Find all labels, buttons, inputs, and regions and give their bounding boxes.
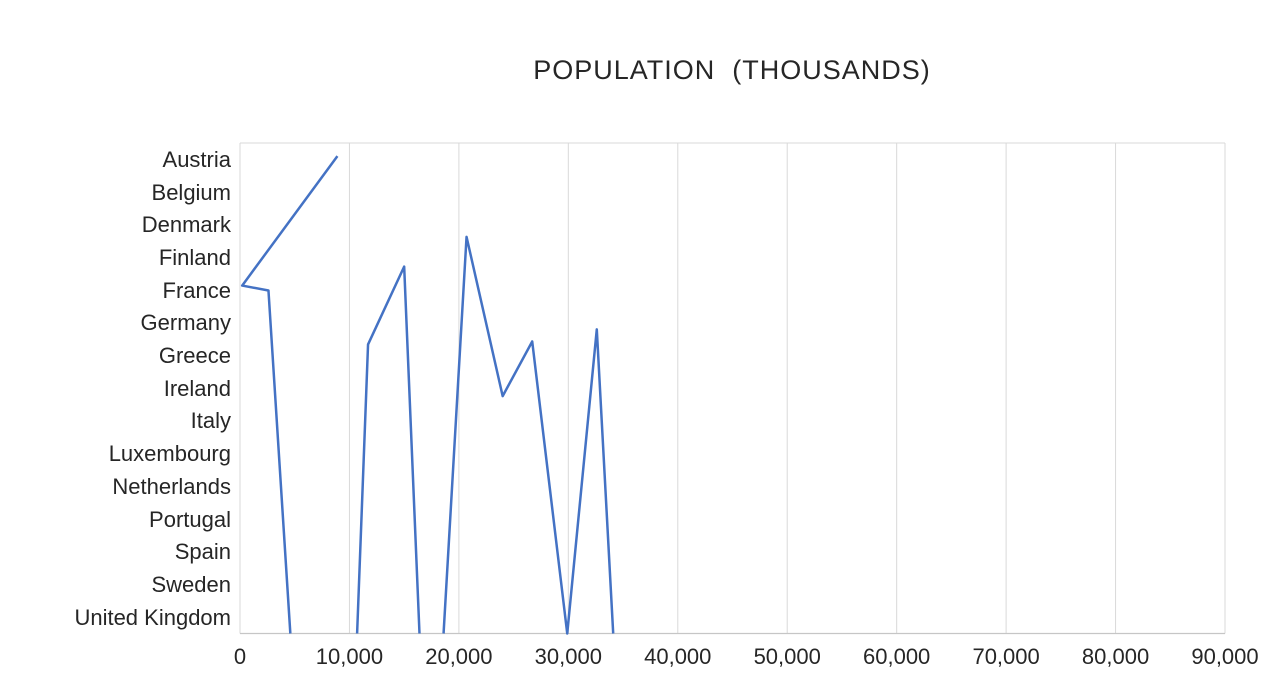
x-axis-tick-label: 10,000 (315, 644, 384, 669)
x-axis-tick-label: 80,000 (1081, 644, 1150, 669)
y-axis-label: Austria (162, 146, 231, 172)
y-axis-label: Portugal (149, 506, 231, 532)
x-axis-tick-label: 30,000 (534, 644, 602, 669)
y-axis-label: Denmark (141, 212, 231, 238)
x-axis-tick-label: 90,000 (1191, 644, 1259, 669)
population-series-line (442, 235, 615, 635)
y-axis-label: Luxembourg (108, 441, 231, 467)
y-axis-label: Netherlands (112, 473, 231, 499)
y-axis-label: Sweden (151, 571, 231, 597)
chart-title: POPULATION (THOUSANDS) (533, 55, 931, 85)
population-series-line (355, 265, 421, 634)
y-axis-label: Italy (190, 408, 231, 434)
y-axis-label: Germany (140, 310, 231, 336)
y-axis-label: United Kingdom (74, 604, 231, 630)
x-axis-tick-label: 20,000 (425, 644, 493, 669)
x-axis-tick-label: 40,000 (644, 644, 712, 669)
x-axis-tick-label: 60,000 (863, 644, 931, 669)
population-series-line (240, 155, 339, 634)
y-axis-label: Spain (174, 539, 231, 565)
x-axis-tick-label: 0 (233, 644, 247, 669)
y-axis-label: Greece (158, 343, 231, 369)
x-axis-tick-label: 70,000 (972, 644, 1040, 669)
y-axis-label: France (162, 277, 231, 303)
y-axis-label: Finland (158, 244, 231, 270)
y-axis-label: Belgium (151, 179, 231, 205)
x-axis-tick-label: 50,000 (753, 644, 821, 669)
y-axis-label: Ireland (163, 375, 231, 401)
